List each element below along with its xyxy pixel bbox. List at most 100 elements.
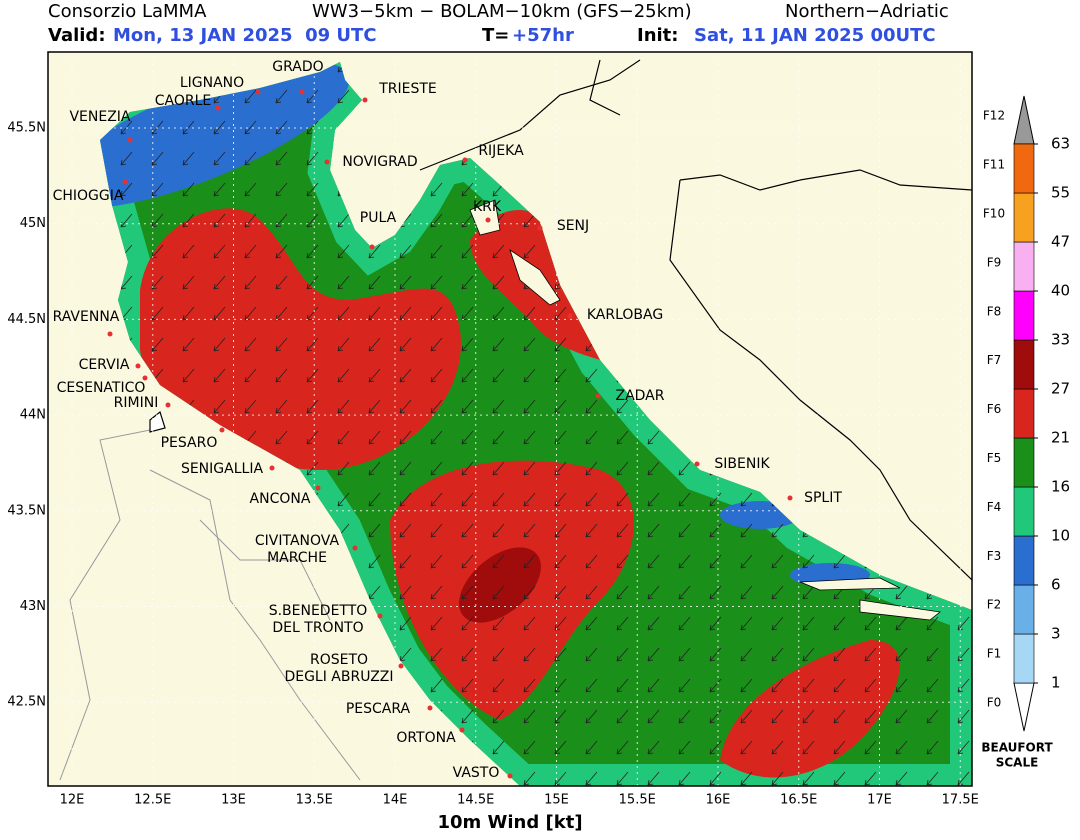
wind-arrow	[461, 461, 474, 476]
city-label: SENIGALLIA	[181, 461, 263, 477]
colorbar-segment	[1013, 388, 1035, 439]
wind-arrow	[585, 492, 598, 507]
wind-arrow	[430, 523, 443, 538]
wind-arrow	[585, 585, 598, 600]
wind-arrow	[182, 213, 195, 228]
model: WW3−5km − BOLAM−10km (GFS−25km)	[312, 1, 692, 22]
wind-arrow	[368, 368, 381, 383]
wind-arrow	[244, 213, 257, 228]
wind-arrow	[182, 182, 195, 197]
city-label: VASTO	[453, 765, 500, 781]
wind-arrow	[337, 244, 350, 259]
colorbar-segment	[1013, 241, 1035, 292]
wind-arrow	[430, 647, 443, 662]
wind-arrow	[399, 399, 412, 414]
wind-arrow	[430, 275, 443, 290]
wind-arrow	[833, 709, 846, 724]
wind-arrow	[306, 399, 319, 414]
lat-tick-label: 43N	[20, 599, 46, 614]
wind-arrow	[740, 709, 753, 724]
wind-arrow	[523, 771, 536, 786]
valid-time: Mon, 13 JAN 2025 09 UTC	[113, 25, 377, 46]
city-label: ORTONA	[396, 730, 456, 746]
wind-arrow	[709, 709, 722, 724]
wind-arrow	[523, 337, 536, 352]
wind-arrow	[306, 337, 319, 352]
wind-arrow	[647, 492, 660, 507]
wind-arrow	[895, 740, 908, 755]
wind-arrow	[523, 523, 536, 538]
colorbar-label: 33	[1051, 331, 1070, 349]
wind-arrow	[461, 399, 474, 414]
wind-arrow	[430, 492, 443, 507]
colorbar-segment	[1013, 584, 1035, 635]
scale-title: BEAUFORT	[981, 741, 1053, 755]
wind-arrow	[523, 709, 536, 724]
wind-arrow	[523, 213, 536, 228]
wind-arrow	[492, 709, 505, 724]
colorbar-label: 63	[1051, 135, 1070, 153]
city-label: LIGNANO	[180, 75, 244, 91]
colorbar: 1 3 6 10 16 21 27 33 40 47 55 63 F0 F1 F2 F3 F4 F5 F6 F7 F8 F…	[981, 95, 1070, 770]
wind-arrow	[554, 430, 567, 445]
wind-arrow	[244, 244, 257, 259]
wind-arrow	[740, 678, 753, 693]
region: Northern−Adriatic	[785, 1, 949, 22]
wind-arrow	[709, 771, 722, 786]
wind-arrow	[399, 647, 412, 662]
wind-arrow	[399, 275, 412, 290]
wind-arrow	[523, 368, 536, 383]
wind-arrow	[399, 461, 412, 476]
wind-arrow	[864, 678, 877, 693]
wind-arrow	[306, 151, 319, 166]
lon-tick-label: 13E	[221, 793, 246, 808]
wind-arrow	[616, 492, 629, 507]
wind-arrow	[616, 678, 629, 693]
wind-arrow	[368, 523, 381, 538]
city-label: ANCONA	[250, 491, 311, 507]
wind-arrow	[740, 554, 753, 569]
city-label: CAORLE	[155, 93, 212, 109]
wind-arrow	[461, 492, 474, 507]
wind-arrow	[368, 461, 381, 476]
wind-arrow	[647, 678, 660, 693]
city-label: RAVENNA	[53, 309, 120, 325]
wind-arrow	[771, 740, 784, 755]
wind-arrow	[616, 616, 629, 631]
wind-arrow	[399, 368, 412, 383]
city-label: KRK	[473, 199, 502, 215]
wind-arrow	[523, 585, 536, 600]
city-dot	[299, 89, 305, 95]
wind-arrow	[554, 740, 567, 755]
city-label: PESCARA	[346, 701, 411, 717]
city-dot	[787, 495, 793, 501]
wind-arrow	[430, 337, 443, 352]
lon-tick-label: 13.5E	[296, 793, 333, 808]
wind-arrow	[244, 89, 257, 104]
wind-arrow	[957, 709, 970, 724]
wind-arrow	[213, 213, 226, 228]
wind-arrow	[585, 647, 598, 662]
borders	[59, 429, 361, 781]
wind-arrow	[740, 523, 753, 538]
wind-arrow	[368, 430, 381, 445]
wind-arrow	[709, 554, 722, 569]
colorbar-label: 27	[1051, 380, 1070, 398]
lon-tick-label: 12.5E	[134, 793, 171, 808]
city-dot	[219, 427, 225, 433]
city-dot	[369, 244, 375, 250]
colorbar-under	[1013, 682, 1035, 732]
wind-arrow	[244, 368, 257, 383]
wind-arrow	[771, 523, 784, 538]
city-dot	[398, 663, 404, 669]
wind-arrow	[740, 771, 753, 786]
wind-arrow	[492, 461, 505, 476]
wind-arrow	[802, 616, 815, 631]
beaufort-label: F6	[987, 402, 1002, 416]
wind-arrow	[585, 678, 598, 693]
graticule	[48, 52, 972, 786]
wind-arrow	[430, 430, 443, 445]
wind-arrow	[213, 337, 226, 352]
wind-arrow	[926, 616, 939, 631]
wind-arrow	[492, 616, 505, 631]
